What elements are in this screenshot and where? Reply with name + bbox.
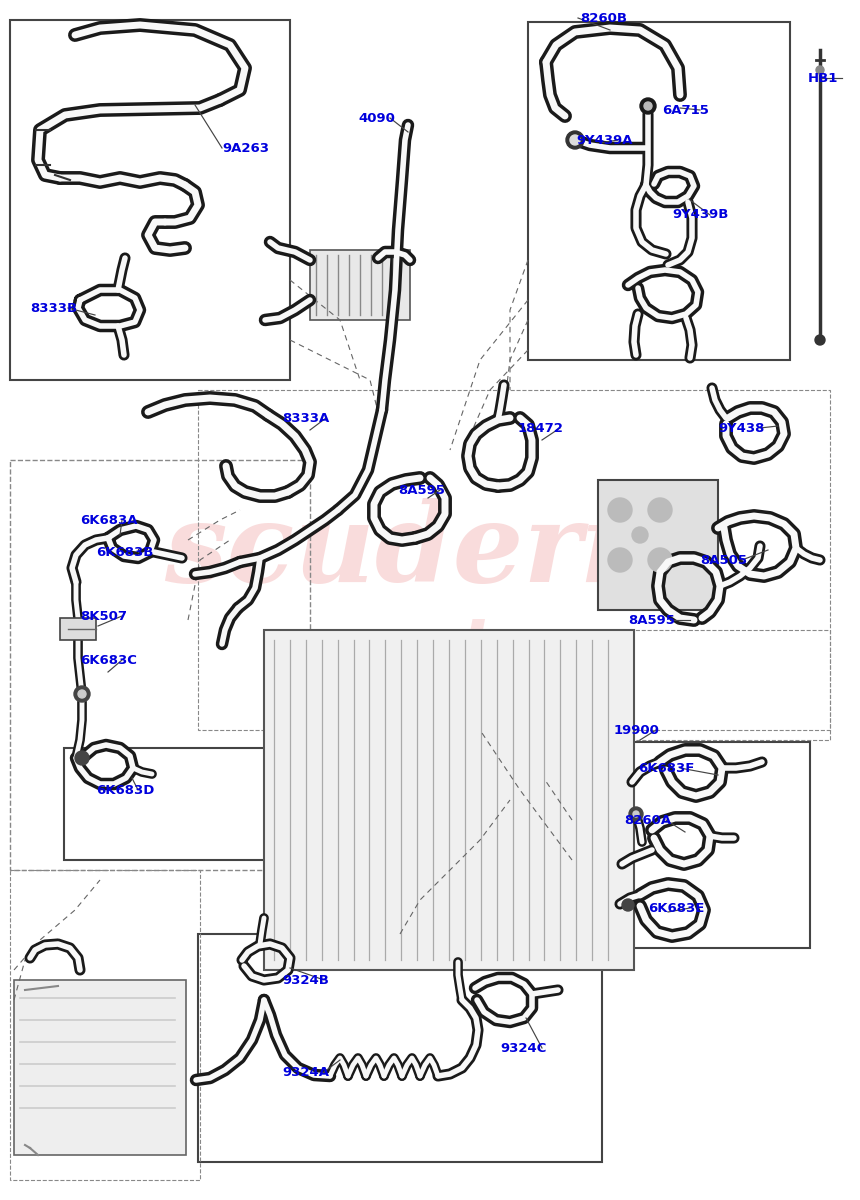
Bar <box>14 980 186 1154</box>
Circle shape <box>816 66 824 74</box>
Bar <box>60 618 96 640</box>
Circle shape <box>570 134 580 145</box>
Bar <box>572 742 810 948</box>
Circle shape <box>622 899 634 911</box>
Circle shape <box>815 335 825 346</box>
Text: 8A595: 8A595 <box>628 613 675 626</box>
Circle shape <box>640 98 656 114</box>
Circle shape <box>566 131 584 149</box>
Text: scuderia: scuderia <box>164 498 696 606</box>
Bar <box>198 934 602 1162</box>
Circle shape <box>644 102 652 110</box>
Text: 4090: 4090 <box>358 112 395 125</box>
Text: 8333B: 8333B <box>30 301 77 314</box>
Text: 9A263: 9A263 <box>222 142 269 155</box>
Text: HB1: HB1 <box>808 72 838 84</box>
Text: 8A595: 8A595 <box>398 484 445 497</box>
Text: 18472: 18472 <box>518 421 564 434</box>
Text: 9Y438: 9Y438 <box>718 421 765 434</box>
Text: 9Y439B: 9Y439B <box>672 209 728 222</box>
Text: parts: parts <box>325 612 535 684</box>
Text: 6K683B: 6K683B <box>96 546 153 558</box>
Text: 19900: 19900 <box>614 724 660 737</box>
Bar <box>310 250 410 320</box>
Text: 6K683C: 6K683C <box>80 654 137 666</box>
Text: 8A505: 8A505 <box>700 553 747 566</box>
Text: 6A715: 6A715 <box>662 103 709 116</box>
Circle shape <box>633 811 639 817</box>
Bar <box>10 870 200 1180</box>
Text: 6K683A: 6K683A <box>80 514 138 527</box>
Text: 8260B: 8260B <box>580 12 627 24</box>
Text: 8K507: 8K507 <box>80 610 127 623</box>
Bar <box>600 630 830 740</box>
Text: 6K683F: 6K683F <box>638 762 694 774</box>
Bar <box>598 480 718 610</box>
Circle shape <box>632 527 648 542</box>
Circle shape <box>629 806 643 821</box>
Text: 9324B: 9324B <box>282 973 329 986</box>
Bar <box>64 748 300 860</box>
Text: 8333A: 8333A <box>282 412 329 425</box>
Text: 6K683E: 6K683E <box>648 901 704 914</box>
Bar <box>10 20 290 380</box>
Text: 9324C: 9324C <box>500 1042 546 1055</box>
Circle shape <box>74 686 90 702</box>
Circle shape <box>648 498 672 522</box>
Circle shape <box>78 690 86 698</box>
Text: 9324A: 9324A <box>282 1066 329 1079</box>
Text: 8260A: 8260A <box>624 814 671 827</box>
Bar <box>528 22 790 360</box>
Circle shape <box>75 751 89 766</box>
Bar <box>198 390 830 730</box>
Text: 6K683D: 6K683D <box>96 784 155 797</box>
Circle shape <box>608 498 632 522</box>
Text: 9Y439A: 9Y439A <box>576 133 632 146</box>
Circle shape <box>608 548 632 572</box>
Bar <box>264 630 634 970</box>
Circle shape <box>648 548 672 572</box>
Bar <box>10 460 310 870</box>
